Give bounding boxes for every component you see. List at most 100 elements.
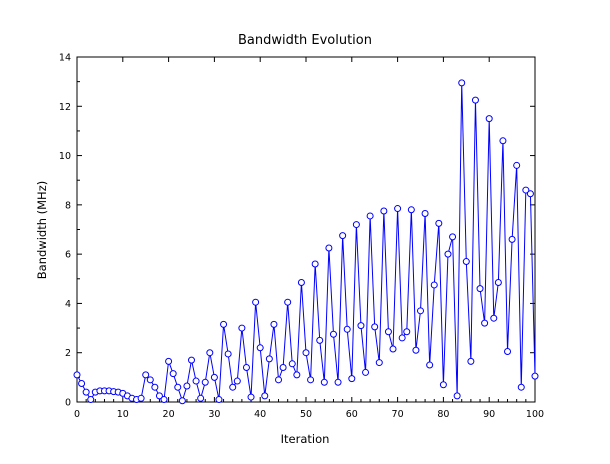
data-point [339, 232, 347, 240]
data-point [210, 373, 218, 381]
data-point [82, 388, 90, 396]
data-point [87, 396, 95, 404]
data-point [178, 397, 186, 405]
data-point [371, 323, 379, 331]
data-point [352, 221, 360, 229]
data-point [206, 349, 214, 357]
data-point [380, 207, 388, 215]
series-group [73, 79, 539, 405]
data-point [220, 320, 228, 328]
data-point [329, 330, 337, 338]
x-tick-label: 60 [346, 409, 358, 420]
data-point [481, 319, 489, 327]
x-tick-label: 50 [300, 409, 312, 420]
data-point [526, 190, 534, 198]
data-point [288, 360, 296, 368]
data-point [430, 281, 438, 289]
data-point [311, 260, 319, 268]
data-point [215, 396, 223, 404]
data-point [398, 334, 406, 342]
data-point [485, 115, 493, 123]
y-tick-label: 12 [59, 102, 71, 113]
x-tick-label: 80 [437, 409, 449, 420]
data-point [494, 278, 502, 286]
data-point [252, 298, 260, 306]
data-point [453, 392, 461, 400]
data-point [293, 371, 301, 379]
data-point [513, 161, 521, 169]
data-point [265, 355, 273, 363]
data-point [357, 322, 365, 330]
data-point [504, 347, 512, 355]
data-point [444, 250, 452, 258]
data-point [297, 278, 305, 286]
y-tick-label: 8 [65, 200, 71, 211]
y-tick-label: 2 [65, 348, 71, 359]
x-tick-label: 90 [483, 409, 495, 420]
data-point [192, 377, 200, 385]
data-point [458, 79, 466, 87]
data-point [417, 307, 424, 315]
data-point [384, 328, 392, 336]
data-point [174, 383, 182, 391]
data-point [522, 186, 530, 194]
data-point [169, 370, 177, 378]
data-point [508, 235, 516, 243]
data-point [183, 382, 191, 390]
data-point [517, 383, 525, 391]
data-point [334, 378, 342, 386]
data-point [307, 376, 315, 384]
data-point [142, 371, 150, 379]
data-point [247, 393, 255, 401]
data-point [325, 244, 333, 252]
data-point [238, 324, 246, 332]
y-tick-label: 10 [59, 151, 71, 162]
data-point [316, 336, 324, 344]
y-tick-label: 14 [59, 53, 71, 64]
data-point [490, 314, 498, 322]
data-point [394, 205, 402, 213]
data-point [449, 233, 457, 241]
data-point [343, 325, 351, 333]
data-point [233, 377, 241, 385]
y-tick-label: 6 [65, 250, 71, 261]
data-point [426, 361, 434, 369]
data-point [160, 396, 168, 404]
data-point [165, 357, 173, 365]
data-point [256, 344, 264, 352]
data-point [302, 349, 310, 357]
data-point [435, 219, 443, 227]
data-point [137, 394, 145, 402]
data-point [531, 372, 539, 380]
data-point [366, 212, 374, 220]
data-point [375, 359, 383, 367]
y-tick-label: 4 [65, 299, 71, 310]
data-point [279, 364, 287, 371]
x-tick-label: 0 [74, 409, 80, 420]
data-point [499, 137, 507, 145]
data-point [389, 345, 397, 353]
data-point [462, 258, 470, 266]
data-point [348, 375, 356, 383]
data-point [201, 378, 209, 386]
x-tick-label: 20 [163, 409, 175, 420]
chart-title: Bandwidth Evolution [238, 33, 372, 48]
data-point [261, 392, 269, 400]
data-point [362, 368, 370, 376]
data-point [270, 320, 278, 328]
y-tick-label: 0 [65, 398, 71, 409]
data-point [78, 380, 86, 388]
data-point [320, 378, 328, 386]
data-point [421, 209, 429, 217]
data-point [151, 383, 159, 391]
data-point [242, 364, 250, 371]
data-point [439, 381, 447, 389]
x-tick-label: 10 [117, 409, 129, 420]
axes: 0 10 20 30 40 50 60 70 80 90 100 0 2 4 6 8 10 12 14 [59, 53, 544, 421]
data-point [155, 392, 163, 400]
data-point [467, 357, 475, 365]
data-point [188, 356, 195, 364]
data-point [412, 346, 420, 354]
